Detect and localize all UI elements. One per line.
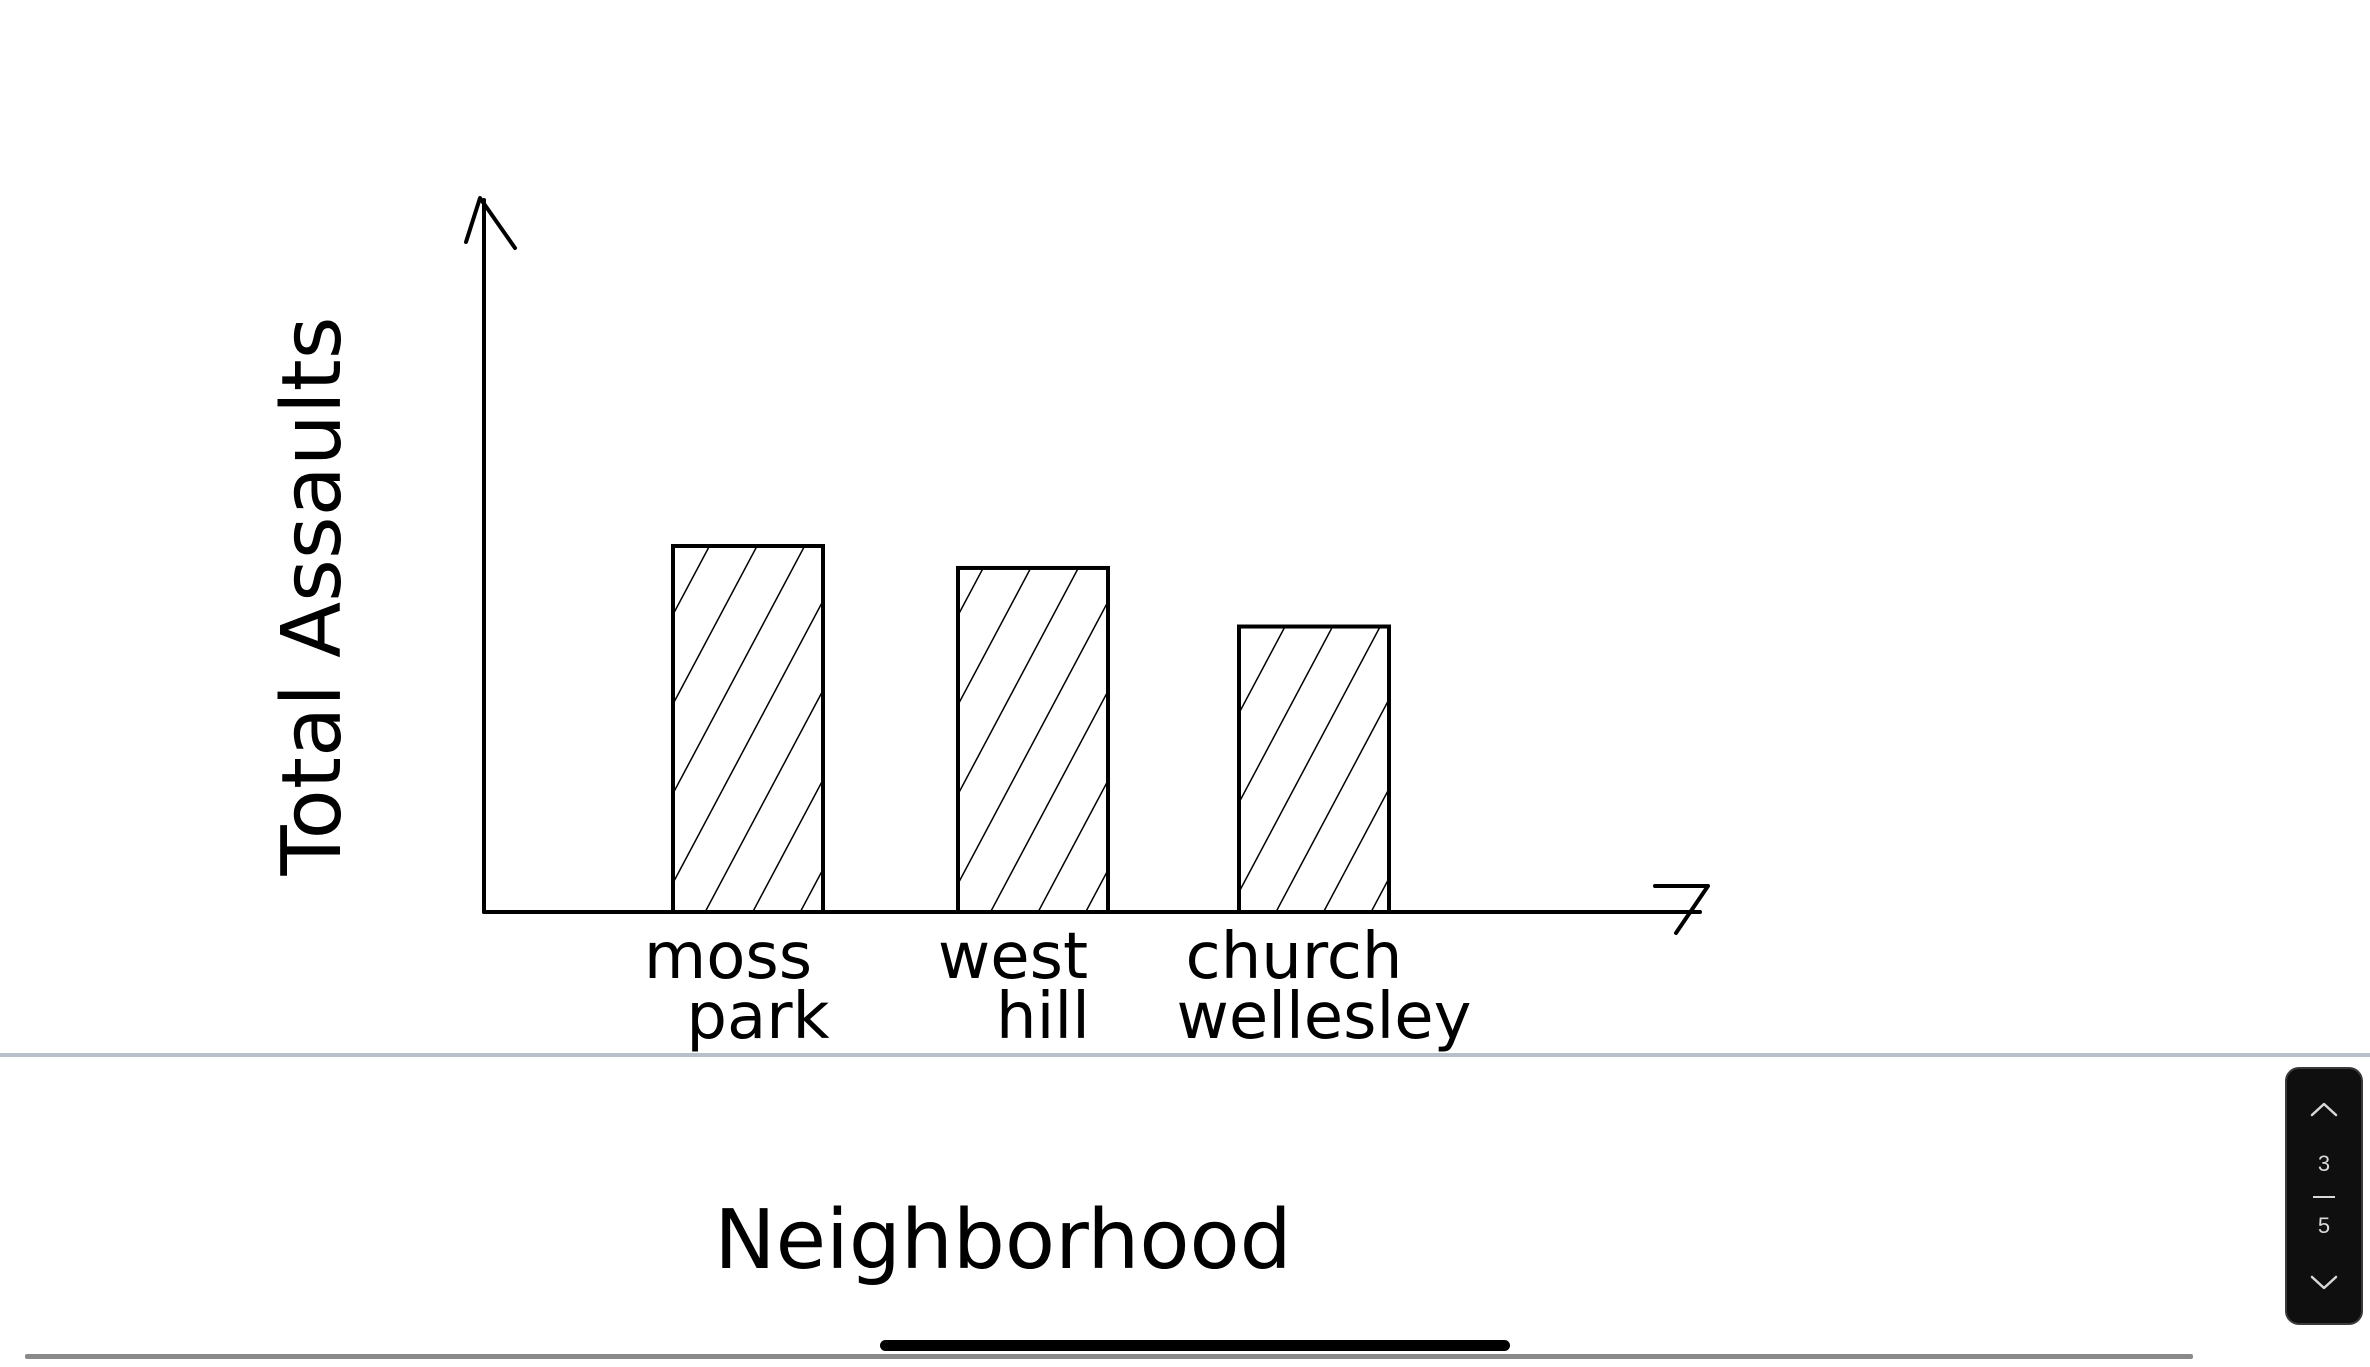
bottom-scroll-rule bbox=[25, 1354, 2193, 1359]
x-tick-label: west hill bbox=[938, 920, 1090, 1054]
total-page-count: 5 bbox=[2317, 1213, 2331, 1238]
page-separator bbox=[2313, 1196, 2335, 1198]
bar-church-wellesley bbox=[1237, 624, 1391, 915]
page-navigator: 3 5 bbox=[2285, 1067, 2363, 1325]
y-axis bbox=[464, 196, 517, 914]
bars-group bbox=[671, 544, 1391, 915]
chevron-down-icon[interactable] bbox=[2287, 1263, 2361, 1303]
page-divider bbox=[0, 1053, 2370, 1057]
x-tick-labels: moss park west hill church wellesley bbox=[644, 920, 1472, 1054]
x-tick-label: moss park bbox=[644, 920, 830, 1054]
x-tick-label: church wellesley bbox=[1176, 920, 1471, 1054]
home-indicator bbox=[880, 1340, 1510, 1351]
x-axis-label: Neighborhood bbox=[714, 1193, 1291, 1288]
bar-moss-park bbox=[671, 544, 825, 914]
chevron-up-icon[interactable] bbox=[2287, 1089, 2361, 1129]
current-page-number: 3 bbox=[2317, 1151, 2331, 1176]
y-axis-label: Total Assaults bbox=[265, 317, 360, 877]
bar-west-hill bbox=[956, 565, 1110, 915]
